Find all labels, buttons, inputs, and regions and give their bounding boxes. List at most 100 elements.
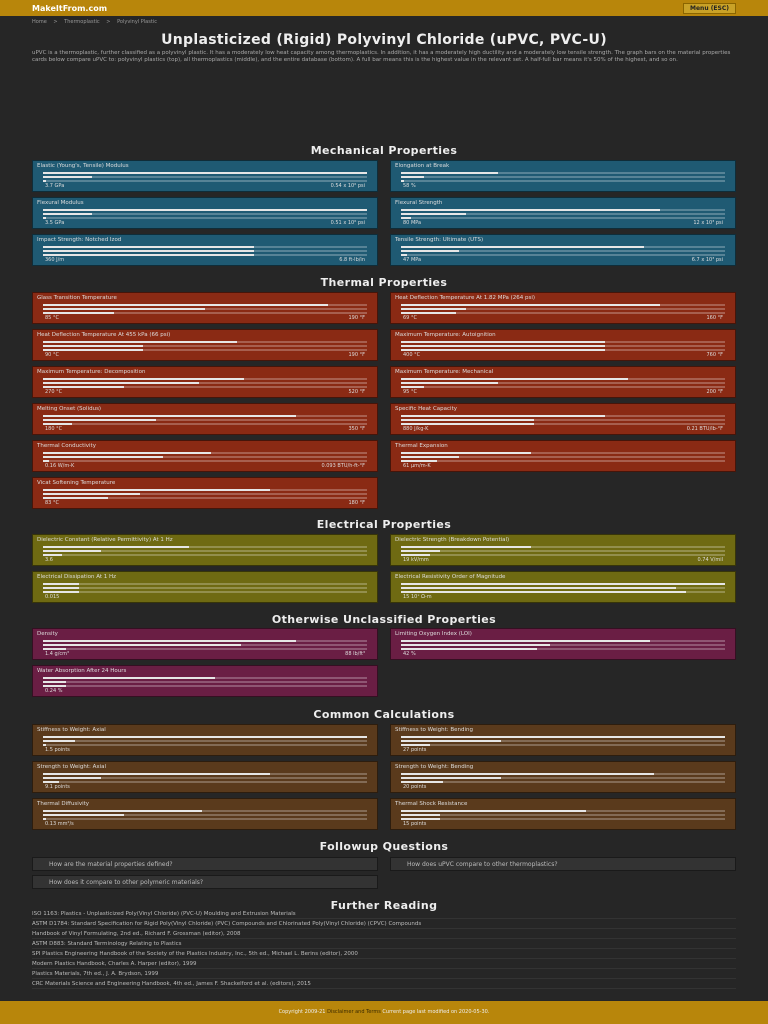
breadcrumb-home[interactable]: Home xyxy=(32,19,47,25)
property-label: Thermal Expansion xyxy=(395,443,448,449)
bar-track xyxy=(43,744,367,746)
section-heading: Electrical Properties xyxy=(316,518,452,531)
bar-fill xyxy=(43,456,163,458)
property-card[interactable]: Limiting Oxygen Index (LOI) 42 % xyxy=(390,628,736,660)
comparison-bars xyxy=(401,415,725,428)
bar-fill xyxy=(401,423,534,425)
bar-track xyxy=(43,217,367,219)
property-card[interactable]: Electrical Resistivity Order of Magnitud… xyxy=(390,571,736,603)
property-card[interactable]: Thermal Shock Resistance 15 points xyxy=(390,798,736,830)
property-card[interactable]: Density 1.4 g/cm³ 88 lb/ft³ xyxy=(32,628,378,660)
bar-track xyxy=(43,740,367,742)
bar-track xyxy=(401,781,725,783)
bar-track xyxy=(43,546,367,548)
property-card[interactable]: Flexural Strength 80 MPa 12 x 10³ psi xyxy=(390,197,736,229)
property-card[interactable]: Maximum Temperature: Decomposition 270 °C… xyxy=(32,366,378,398)
imperial-value: 350 °F xyxy=(348,426,365,432)
bar-fill xyxy=(401,382,499,384)
bar-fill xyxy=(401,312,457,314)
property-card[interactable]: Dielectric Strength (Breakdown Potential… xyxy=(390,534,736,566)
property-card[interactable]: Thermal Expansion 61 µm/m-K xyxy=(390,440,736,472)
bar-fill xyxy=(43,489,270,491)
property-card[interactable]: Elastic (Young's, Tensile) Modulus 3.7 GP… xyxy=(32,160,378,192)
breadcrumb-polyvinyl[interactable]: Polyvinyl Plastic xyxy=(117,19,157,25)
property-label: Specific Heat Capacity xyxy=(395,406,457,412)
property-card[interactable]: Stiffness to Weight: Axial 1.5 points xyxy=(32,724,378,756)
footer-copyright: Copyright 2009-21 xyxy=(278,1009,326,1015)
metric-value: 360 J/m xyxy=(45,257,65,263)
metric-value: 27 points xyxy=(403,747,427,753)
bar-track xyxy=(43,349,367,351)
bar-track xyxy=(43,550,367,552)
comparison-bars xyxy=(401,640,725,653)
imperial-value: 180 °F xyxy=(348,500,365,506)
property-card[interactable]: Tensile Strength: Ultimate (UTS) 47 MPa 6.… xyxy=(390,234,736,266)
property-card[interactable]: Heat Deflection Temperature At 1.82 MPa … xyxy=(390,292,736,324)
metric-value: 85 °C xyxy=(45,315,59,321)
comparison-bars xyxy=(401,546,725,559)
bar-track xyxy=(43,781,367,783)
followup-question[interactable]: How does it compare to other polymeric m… xyxy=(32,875,378,889)
footer-terms-link[interactable]: Disclaimer and Terms xyxy=(327,1009,381,1015)
property-label: Melting Onset (Solidus) xyxy=(37,406,102,412)
comparison-bars xyxy=(43,172,367,185)
property-card[interactable]: Heat Deflection Temperature At 455 kPa (… xyxy=(32,329,378,361)
bar-fill xyxy=(43,452,212,454)
imperial-value: 0.21 BTU/lb-°F xyxy=(686,426,723,432)
property-card[interactable]: Water Absorption After 24 Hours 0.24 % xyxy=(32,665,378,697)
property-card[interactable]: Vicat Softening Temperature 83 °C 180 °F xyxy=(32,477,378,509)
bar-fill xyxy=(43,345,144,347)
property-label: Impact Strength: Notched Izod xyxy=(37,237,122,243)
metric-value: 42 % xyxy=(403,651,416,657)
bar-track xyxy=(43,460,367,462)
property-card[interactable]: Thermal Diffusivity 0.13 mm²/s xyxy=(32,798,378,830)
intro-paragraph: uPVC is a thermoplastic, further classif… xyxy=(32,50,731,63)
bar-fill xyxy=(43,550,102,552)
bar-fill xyxy=(43,493,141,495)
property-card[interactable]: Dielectric Constant (Relative Permittivi… xyxy=(32,534,378,566)
property-card[interactable]: Maximum Temperature: Autoignition 400 °C 7… xyxy=(390,329,736,361)
bar-fill xyxy=(43,254,254,256)
comparison-bars xyxy=(401,583,725,596)
metric-value: 20 points xyxy=(403,784,427,790)
bar-track xyxy=(43,685,367,687)
comparison-bars xyxy=(43,810,367,823)
property-card[interactable]: Glass Transition Temperature 85 °C 190 °F xyxy=(32,292,378,324)
property-card[interactable]: Strength to Weight: Bending 20 points xyxy=(390,761,736,793)
bar-fill xyxy=(43,677,215,679)
metric-value: 19 kV/mm xyxy=(403,557,429,563)
bar-track xyxy=(401,308,725,310)
property-card[interactable]: Impact Strength: Notched Izod 360 J/m 6.8 … xyxy=(32,234,378,266)
property-card[interactable]: Stiffness to Weight: Bending 27 points xyxy=(390,724,736,756)
site-logo[interactable]: MakeItFrom.com xyxy=(32,3,108,13)
property-card[interactable]: Electrical Dissipation At 1 Hz 0.015 xyxy=(32,571,378,603)
bar-fill xyxy=(401,773,654,775)
bar-fill xyxy=(43,814,124,816)
property-label: Stiffness to Weight: Axial xyxy=(37,727,106,733)
reference-item: ASTM D1784: Standard Specification for R… xyxy=(32,919,736,929)
bar-track xyxy=(401,550,725,552)
metric-value: 58 % xyxy=(403,183,416,189)
property-card[interactable]: Maximum Temperature: Mechanical 95 °C 200 … xyxy=(390,366,736,398)
section-band: Mechanical Properties xyxy=(0,144,768,157)
comparison-bars xyxy=(43,640,367,653)
property-card[interactable]: Melting Onset (Solidus) 180 °C 350 °F xyxy=(32,403,378,435)
followup-question[interactable]: How does uPVC compare to other thermopla… xyxy=(390,857,736,871)
property-card[interactable]: Thermal Conductivity 0.16 W/m-K 0.093 BTU/… xyxy=(32,440,378,472)
reference-item: Modern Plastics Handbook, Charles A. Har… xyxy=(32,959,736,969)
bar-fill xyxy=(43,213,92,215)
bar-track xyxy=(43,587,367,589)
property-card[interactable]: Specific Heat Capacity 880 J/kg-K 0.21 BTU… xyxy=(390,403,736,435)
followup-section: Followup Questions xyxy=(0,840,768,853)
property-label: Elastic (Young's, Tensile) Modulus xyxy=(37,163,129,169)
menu-button[interactable]: Menu (ESC) xyxy=(683,2,736,14)
metric-value: 83 °C xyxy=(45,500,59,506)
comparison-bars xyxy=(43,677,367,690)
bar-fill xyxy=(43,308,205,310)
bar-fill xyxy=(43,740,76,742)
property-card[interactable]: Flexural Modulus 3.5 GPa 0.51 x 10⁶ psi xyxy=(32,197,378,229)
property-card[interactable]: Strength to Weight: Axial 9.1 points xyxy=(32,761,378,793)
property-card[interactable]: Elongation at Break 58 % xyxy=(390,160,736,192)
breadcrumb-thermoplastic[interactable]: Thermoplastic xyxy=(64,19,100,25)
followup-question[interactable]: How are the material properties defined? xyxy=(32,857,378,871)
